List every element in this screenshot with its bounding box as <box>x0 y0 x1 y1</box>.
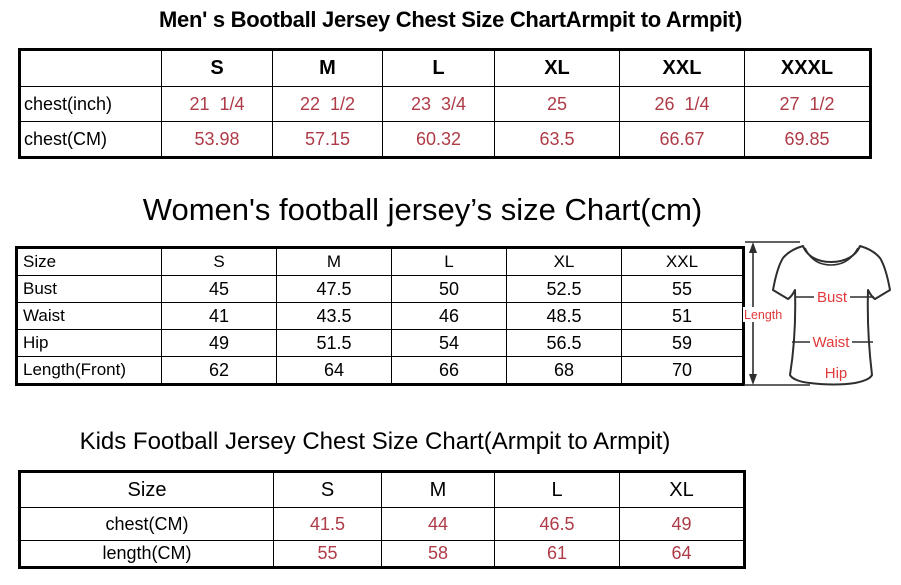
value-cell: 56.5 <box>506 329 622 357</box>
value-cell: 51 <box>621 302 744 330</box>
value-cell: 55 <box>621 275 744 303</box>
row-label-cell: length(CM) <box>19 540 274 568</box>
value-cell: 51.5 <box>276 329 392 357</box>
row-label-cell: Waist <box>16 302 162 330</box>
value-cell: 59 <box>621 329 744 357</box>
value-cell: 44 <box>381 507 495 541</box>
length-label: Length <box>744 308 782 322</box>
womens-size-table: Size S M L XL XXL Bust 45 47.5 50 52.5 5… <box>15 246 745 386</box>
womens-table-row-hip: Hip 49 51.5 54 56.5 59 <box>16 329 744 357</box>
collar-inner-line <box>804 247 859 266</box>
header-cell: S <box>273 471 382 508</box>
value-cell: 48.5 <box>506 302 622 330</box>
value-cell: 54 <box>391 329 507 357</box>
header-cell: XXL <box>619 49 745 87</box>
mens-table-row-chest-inch: chest(inch) 21 1/4 22 1/2 23 3/4 25 26 1… <box>19 86 871 122</box>
womens-table-row-waist: Waist 41 43.5 46 48.5 51 <box>16 302 744 330</box>
value-cell: 41.5 <box>273 507 382 541</box>
mens-chart-title: Men' s Bootball Jersey Chest Size ChartA… <box>159 7 742 32</box>
row-label-cell: Length(Front) <box>16 356 162 385</box>
womens-table-row-bust: Bust 45 47.5 50 52.5 55 <box>16 275 744 303</box>
header-cell: S <box>161 49 273 87</box>
hip-label: Hip <box>825 365 848 382</box>
value-cell: 22 1/2 <box>272 86 383 122</box>
tshirt-measurement-diagram: Bust Waist Hip Length <box>743 241 891 386</box>
mens-size-table: S M L XL XXL XXXL chest(inch) 21 1/4 22 … <box>18 48 872 159</box>
value-cell: 69.85 <box>744 121 871 158</box>
value-cell: 41 <box>161 302 277 330</box>
tshirt-outline <box>772 245 891 386</box>
header-cell: Size <box>16 247 162 276</box>
kids-table-row-chest-cm: chest(CM) 41.5 44 46.5 49 <box>19 507 745 541</box>
womens-table-row-length-front: Length(Front) 62 64 66 68 70 <box>16 356 744 385</box>
row-label-cell: Hip <box>16 329 162 357</box>
header-cell <box>19 49 162 87</box>
header-cell: XXL <box>621 247 744 276</box>
value-cell: 64 <box>276 356 392 385</box>
header-cell: XL <box>506 247 622 276</box>
value-cell: 64 <box>619 540 745 568</box>
header-cell: XXXL <box>744 49 871 87</box>
bust-label: Bust <box>817 289 848 306</box>
kids-table-row-length-cm: length(CM) 55 58 61 64 <box>19 540 745 568</box>
value-cell: 58 <box>381 540 495 568</box>
header-cell: L <box>494 471 620 508</box>
value-cell: 57.15 <box>272 121 383 158</box>
header-cell: XL <box>494 49 620 87</box>
womens-chart-title: Women's football jersey’s size Chart(cm) <box>142 192 703 227</box>
kids-table-header-row: Size S M L XL <box>19 471 745 508</box>
value-cell: 66 <box>391 356 507 385</box>
value-cell: 45 <box>161 275 277 303</box>
womens-table-header-row: Size S M L XL XXL <box>16 247 744 276</box>
header-cell: Size <box>19 471 274 508</box>
mens-table-row-chest-cm: chest(CM) 53.98 57.15 60.32 63.5 66.67 6… <box>19 121 871 158</box>
value-cell: 21 1/4 <box>161 86 273 122</box>
value-cell: 60.32 <box>382 121 495 158</box>
value-cell: 23 3/4 <box>382 86 495 122</box>
value-cell: 26 1/4 <box>619 86 745 122</box>
value-cell: 53.98 <box>161 121 273 158</box>
value-cell: 50 <box>391 275 507 303</box>
value-cell: 49 <box>619 507 745 541</box>
value-cell: 52.5 <box>506 275 622 303</box>
row-label-cell: chest(CM) <box>19 121 162 158</box>
kids-chart-title: Kids Football Jersey Chest Size Chart(Ar… <box>79 428 671 455</box>
header-cell: L <box>382 49 495 87</box>
value-cell: 55 <box>273 540 382 568</box>
value-cell: 25 <box>494 86 620 122</box>
value-cell: 68 <box>506 356 622 385</box>
waist-label: Waist <box>813 334 851 351</box>
value-cell: 66.67 <box>619 121 745 158</box>
row-label-cell: chest(inch) <box>19 86 162 122</box>
value-cell: 63.5 <box>494 121 620 158</box>
value-cell: 61 <box>494 540 620 568</box>
value-cell: 43.5 <box>276 302 392 330</box>
header-cell: L <box>391 247 507 276</box>
value-cell: 47.5 <box>276 275 392 303</box>
header-cell: M <box>381 471 495 508</box>
row-label-cell: Bust <box>16 275 162 303</box>
header-cell: S <box>161 247 277 276</box>
value-cell: 27 1/2 <box>744 86 871 122</box>
kids-size-table: Size S M L XL chest(CM) 41.5 44 46.5 49 … <box>18 470 746 569</box>
length-arrowhead-bottom-icon <box>749 374 757 385</box>
header-cell: M <box>272 49 383 87</box>
value-cell: 70 <box>621 356 744 385</box>
length-arrowhead-top-icon <box>749 242 757 253</box>
length-label-backing <box>743 307 787 322</box>
value-cell: 46 <box>391 302 507 330</box>
value-cell: 62 <box>161 356 277 385</box>
header-cell: M <box>276 247 392 276</box>
value-cell: 46.5 <box>494 507 620 541</box>
mens-table-header-row: S M L XL XXL XXXL <box>19 49 871 87</box>
header-cell: XL <box>619 471 745 508</box>
row-label-cell: chest(CM) <box>19 507 274 541</box>
value-cell: 49 <box>161 329 277 357</box>
